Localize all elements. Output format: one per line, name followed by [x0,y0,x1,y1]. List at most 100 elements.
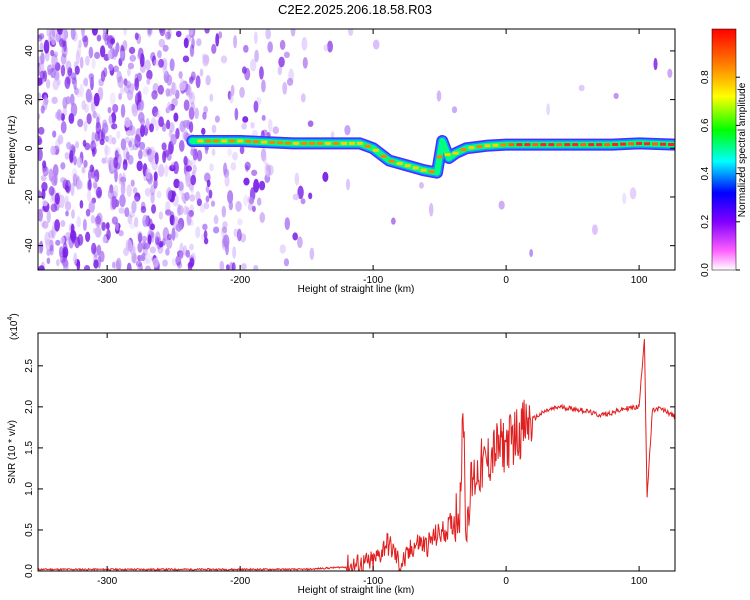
noise-spot [301,37,308,51]
noise-spot [205,195,210,203]
noise-spot [84,142,91,151]
noise-spot [215,33,220,47]
noise-spot [113,156,119,169]
noise-spot [136,230,143,241]
ridge-core [213,139,220,143]
noise-spot [102,29,109,35]
noise-spot [224,175,230,187]
noise-spot [179,81,186,91]
noise-spot [104,144,109,157]
noise-spot [262,154,267,165]
noise-spot [93,92,100,107]
noise-spot [203,201,210,210]
noise-spot [111,137,117,145]
noise-spot [225,264,230,270]
noise-spot [76,156,83,168]
noise-spot [124,136,130,144]
noise-spot [94,130,100,142]
noise-spot [62,246,69,259]
ridge-core [508,143,515,147]
colorbar-label: Normalized spectral amplitude [737,82,748,217]
noise-spot [202,223,208,231]
spectrogram-frame [37,28,676,271]
noise-spot [134,73,139,88]
noise-spot [211,148,216,156]
noise-spot [141,235,148,243]
noise-spot [56,109,63,121]
noise-spot [54,192,60,205]
ridge-core [532,143,539,147]
noise-spot [211,43,217,54]
noise-spot [147,29,153,36]
noise-spot [90,76,94,91]
noise-spot [147,30,152,38]
noise-spot [139,53,145,68]
noise-spot [248,197,255,205]
noise-spot [133,196,140,205]
noise-spot [63,262,69,270]
noise-spot [372,39,380,50]
noise-spot [629,187,637,200]
noise-spot [221,238,227,248]
x-tick-label: 0 [503,576,509,587]
noise-spot [126,262,132,270]
noise-spot [53,70,60,82]
noise-spot [46,249,51,256]
noise-spot [203,105,208,114]
noise-spot [53,172,58,186]
noise-spot [60,120,67,134]
noise-spot [122,163,128,171]
noise-spot [171,82,177,96]
ridge-core [492,143,499,147]
snr-panel: -300 -200 -100 0 100 0.0 0.5 1.0 1.5 2.0 2.5 Heig… [7,313,676,596]
noise-spot [124,207,130,218]
noise-spot [145,252,152,265]
noise-spot [203,237,209,245]
ridge-core [324,141,331,145]
ridge-core [484,144,491,148]
ridge-core [340,141,347,145]
noise-spot [151,90,158,100]
ridge-core [436,155,443,159]
noise-spot [204,172,211,183]
noise-spot [182,119,189,128]
noise-spot [327,40,333,53]
noise-spot [309,247,315,260]
noise-spot [46,210,51,223]
noise-spot [77,118,84,128]
noise-spot [323,44,329,52]
noise-spot [166,233,173,241]
y-tick-label: 40 [24,45,35,57]
noise-spot [308,192,313,200]
ridge-core [596,143,603,147]
noise-spot [259,212,266,224]
noise-spot [158,58,164,68]
noise-spot [267,164,274,176]
noise-spot [188,29,194,36]
ridge-core [524,143,531,147]
noise-spot [195,191,201,202]
noise-spot [41,181,48,192]
noise-spot [125,129,133,137]
noise-spot [134,134,141,148]
noise-spot [83,265,91,270]
noise-spot [134,77,140,91]
ridge-core [356,141,363,145]
y-tick-label: 1.5 [24,441,35,455]
noise-spot [96,116,100,129]
noise-spot [48,230,54,239]
noise-spot [99,138,105,146]
noise-spot [203,230,208,240]
noise-spot [190,148,195,156]
colorbar-tick-label: 0.2 [700,214,711,228]
noise-spot [260,148,267,162]
y-tick-label: 2.5 [24,358,35,372]
noise-spot [74,236,81,249]
x-tick-label: 0 [503,275,509,286]
noise-spot [149,246,157,254]
ridge-core [572,143,579,147]
noise-spot [578,84,585,92]
ridge-core [420,168,427,172]
noise-spot [183,205,189,216]
noise-spot [222,221,228,229]
